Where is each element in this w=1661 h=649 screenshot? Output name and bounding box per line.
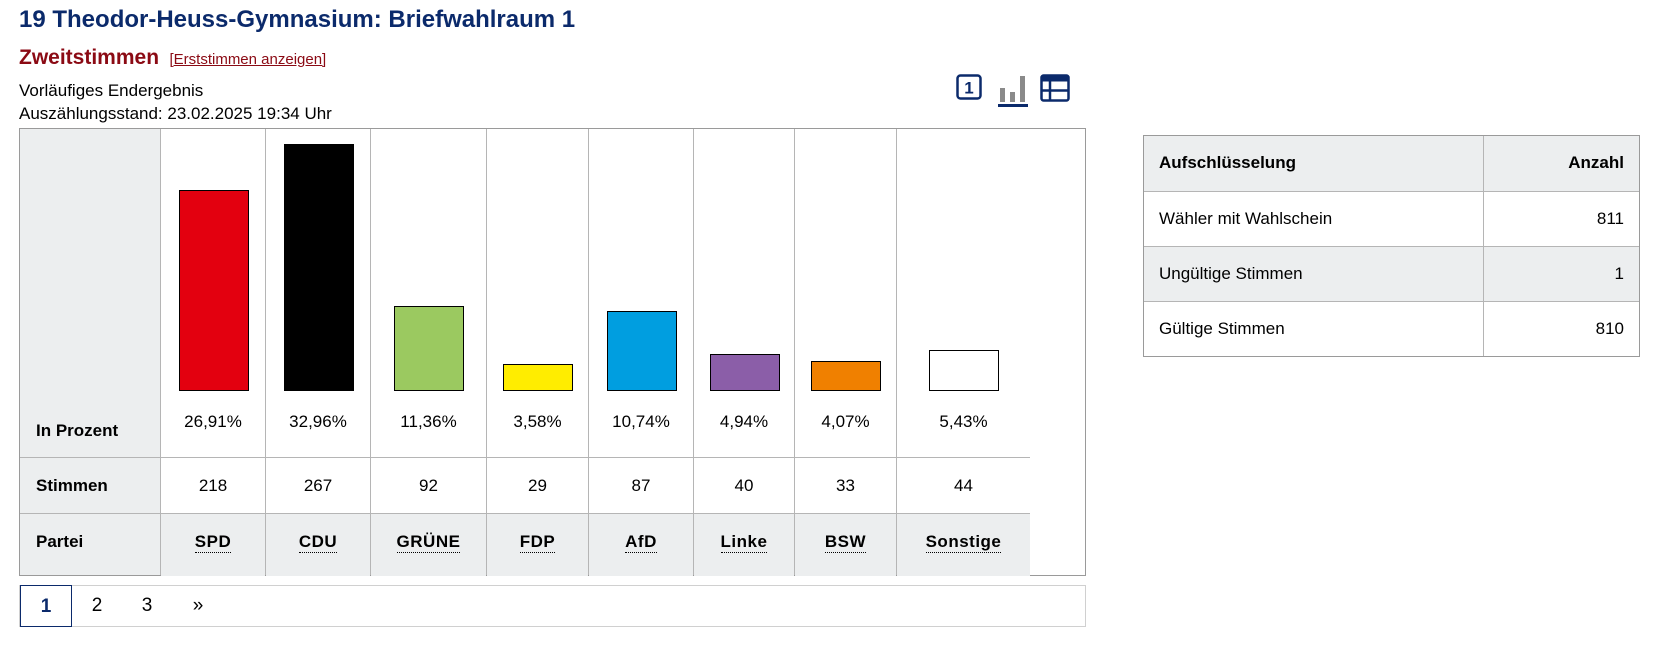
- bar[interactable]: [178, 189, 249, 391]
- page-link[interactable]: 1: [20, 585, 72, 627]
- percent-label: 4,94%: [719, 412, 769, 431]
- votes-cell: 267: [266, 457, 370, 514]
- votes-cell: 44: [897, 457, 1030, 514]
- bar-plot-area: 4,94%: [694, 129, 794, 457]
- bar[interactable]: [283, 144, 354, 391]
- percent-label: 3,58%: [513, 412, 562, 431]
- page-title: 19 Theodor-Heuss-Gymnasium: Briefwahlrau…: [19, 6, 576, 33]
- party-column: 26,91% 218 SPD: [161, 129, 266, 576]
- bar[interactable]: [606, 310, 677, 391]
- bar-plot-area: 10,74%: [589, 129, 693, 457]
- bar-plot-area: 5,43%: [897, 129, 1030, 457]
- party-cell: Sonstige: [897, 513, 1030, 576]
- party-abbreviation[interactable]: FDP: [519, 532, 556, 553]
- breakdown-label: Gültige Stimmen: [1144, 302, 1484, 356]
- party-cell: Linke: [694, 513, 794, 576]
- breakdown-header-value: Anzahl: [1568, 153, 1624, 172]
- party-abbreviation[interactable]: CDU: [298, 532, 338, 553]
- bar[interactable]: [928, 350, 999, 391]
- next-page-link[interactable]: »: [192, 595, 204, 616]
- bar[interactable]: [709, 354, 780, 391]
- bar-plot-area: 11,36%: [371, 129, 486, 457]
- breakdown-header-label: Aufschlüsselung: [1144, 136, 1484, 191]
- bar[interactable]: [394, 305, 464, 391]
- votes-cell: 87: [589, 457, 693, 514]
- party-abbreviation[interactable]: Sonstige: [925, 532, 1002, 553]
- row-header-percent: In Prozent: [20, 129, 161, 457]
- result-status: Vorläufiges Endergebnis Auszählungsstand…: [19, 79, 332, 125]
- party-abbreviation[interactable]: AfD: [625, 532, 657, 553]
- bar[interactable]: [503, 364, 573, 391]
- row-header-party: Partei: [20, 513, 161, 575]
- percent-label: 26,91%: [184, 412, 242, 431]
- party-cell: GRÜNE: [371, 513, 486, 576]
- bar-plot-area: 3,58%: [487, 129, 588, 457]
- votes-cell: 29: [487, 457, 588, 514]
- percent-label: 32,96%: [289, 412, 347, 431]
- party-column: 32,96% 267 CDU: [266, 129, 371, 576]
- votes-cell: 218: [161, 457, 265, 514]
- party-abbreviation[interactable]: GRÜNE: [396, 532, 461, 553]
- bar-plot-area: 32,96%: [266, 129, 370, 457]
- results-chart-table: In Prozent Stimmen Partei 26,91% 218 SPD 32…: [19, 128, 1086, 576]
- party-cell: AfD: [589, 513, 693, 576]
- party-abbreviation[interactable]: Linke: [720, 532, 768, 553]
- bar-plot-area: 4,07%: [795, 129, 896, 457]
- breakdown-row: Ungültige Stimmen 1: [1144, 246, 1639, 301]
- bar-chart-icon[interactable]: [998, 74, 1028, 108]
- svg-text:1: 1: [964, 79, 973, 98]
- page-link[interactable]: 3: [141, 595, 153, 616]
- percent-label: 5,43%: [939, 412, 988, 431]
- breakdown-value: 1: [1614, 264, 1624, 283]
- page-link[interactable]: 2: [91, 595, 103, 616]
- table-icon[interactable]: [1040, 74, 1070, 102]
- breakdown-row: Wähler mit Wahlschein 811: [1144, 191, 1639, 246]
- breakdown-table: Aufschlüsselung Anzahl Wähler mit Wahlsc…: [1143, 135, 1640, 357]
- pagination: 1 2 3 »: [19, 585, 1086, 627]
- party-cell: BSW: [795, 513, 896, 576]
- breakdown-label: Wähler mit Wahlschein: [1144, 192, 1484, 246]
- show-first-votes-link[interactable]: [Erststimmen anzeigen]: [169, 51, 327, 68]
- count-timestamp: Auszählungsstand: 23.02.2025 19:34 Uhr: [19, 104, 332, 123]
- party-column: 4,94% 40 Linke: [694, 129, 795, 576]
- party-column: 4,07% 33 BSW: [795, 129, 897, 576]
- row-header-votes: Stimmen: [20, 457, 161, 513]
- party-column: 5,43% 44 Sonstige: [897, 129, 1030, 576]
- vote-type-header: Zweitstimmen [Erststimmen anzeigen]: [19, 46, 326, 70]
- vote-type-label: Zweitstimmen: [19, 46, 160, 69]
- votes-cell: 40: [694, 457, 794, 514]
- party-column: 11,36% 92 GRÜNE: [371, 129, 487, 576]
- number-icon[interactable]: 1: [956, 74, 982, 100]
- breakdown-row: Gültige Stimmen 810: [1144, 301, 1639, 356]
- party-column: 3,58% 29 FDP: [487, 129, 589, 576]
- party-abbreviation[interactable]: BSW: [824, 532, 867, 553]
- votes-cell: 92: [371, 457, 486, 514]
- party-column: 10,74% 87 AfD: [589, 129, 694, 576]
- percent-label: 11,36%: [400, 412, 457, 431]
- bar[interactable]: [811, 360, 881, 391]
- breakdown-label: Ungültige Stimmen: [1144, 247, 1484, 301]
- votes-cell: 33: [795, 457, 896, 514]
- result-status-text: Vorläufiges Endergebnis: [19, 81, 204, 100]
- party-abbreviation[interactable]: SPD: [194, 532, 232, 553]
- party-cell: SPD: [161, 513, 265, 576]
- breakdown-value: 810: [1595, 319, 1624, 338]
- percent-label: 10,74%: [612, 412, 670, 431]
- party-cell: FDP: [487, 513, 588, 576]
- breakdown-value: 811: [1596, 209, 1624, 228]
- party-cell: CDU: [266, 513, 370, 576]
- bar-plot-area: 26,91%: [161, 129, 265, 457]
- percent-label: 4,07%: [821, 412, 870, 431]
- breakdown-header-row: Aufschlüsselung Anzahl: [1144, 136, 1639, 191]
